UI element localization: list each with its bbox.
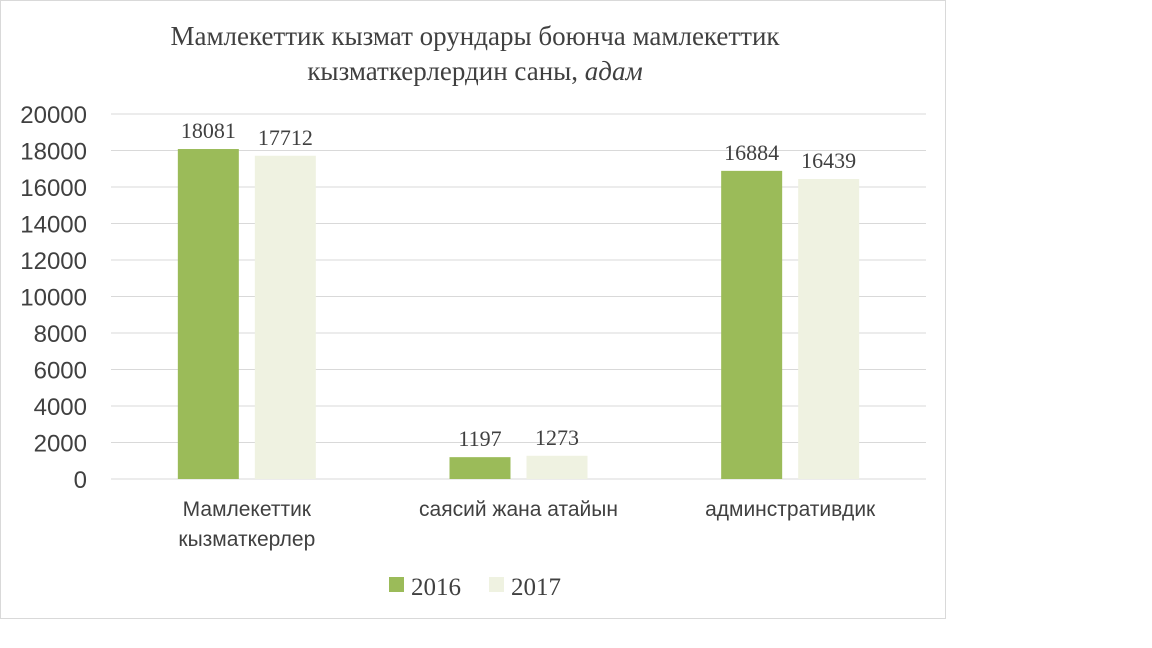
bar-2016 bbox=[721, 170, 783, 479]
x-category-label: Мамлекеттик bbox=[183, 498, 312, 521]
data-label: 16884 bbox=[724, 140, 779, 165]
gridlines bbox=[111, 113, 926, 480]
bar-2017 bbox=[526, 455, 588, 479]
x-category-label: админстративдик bbox=[705, 498, 876, 521]
data-label: 1273 bbox=[535, 425, 579, 450]
y-tick-label: 8000 bbox=[34, 321, 87, 348]
chart-frame: Мамлекеттик кызмат орундары боюнча мамле… bbox=[0, 0, 946, 619]
y-tick-label: 18000 bbox=[20, 139, 87, 166]
x-axis-categories: Мамлекеттик кызматкерлер саясий жана атайы… bbox=[178, 498, 876, 551]
chart-title-line-2: кызматкерлердин саны, адам bbox=[307, 56, 642, 86]
chart-title-unit: адам bbox=[585, 56, 643, 86]
bar-2016 bbox=[177, 149, 239, 480]
legend-swatch-2016 bbox=[389, 577, 404, 592]
legend-label: 2017 bbox=[511, 574, 561, 601]
data-label: 1197 bbox=[458, 426, 501, 451]
data-labels: 18081 1197 16884 17712 1273 16439 bbox=[181, 118, 856, 451]
bar-2017 bbox=[798, 178, 860, 479]
data-label: 16439 bbox=[801, 148, 856, 173]
y-tick-label: 6000 bbox=[34, 358, 87, 385]
x-category-label: саясий жана атайын bbox=[419, 498, 618, 521]
y-tick-label: 0 bbox=[74, 467, 87, 494]
y-axis-ticks: 0 2000 4000 6000 8000 10000 12000 14000 16000 180… bbox=[20, 102, 87, 494]
legend-label: 2016 bbox=[411, 574, 461, 601]
y-tick-label: 2000 bbox=[34, 431, 87, 458]
legend: 2016 2017 bbox=[389, 574, 561, 601]
y-tick-label: 12000 bbox=[20, 248, 87, 275]
y-tick-label: 14000 bbox=[20, 212, 87, 239]
y-tick-label: 10000 bbox=[20, 285, 87, 312]
chart-title-line-1: Мамлекеттик кызмат орундары боюнча мамле… bbox=[170, 21, 780, 51]
legend-swatch-2017 bbox=[489, 577, 504, 592]
y-tick-label: 20000 bbox=[20, 102, 87, 129]
bar-2017 bbox=[254, 155, 316, 480]
bar-2016 bbox=[449, 457, 511, 479]
bars bbox=[177, 149, 860, 480]
data-label: 17712 bbox=[258, 125, 313, 150]
bar-chart: Мамлекеттик кызмат орундары боюнча мамле… bbox=[20, 21, 926, 601]
x-category-label: кызматкерлер bbox=[178, 528, 315, 551]
data-label: 18081 bbox=[181, 118, 236, 143]
y-tick-label: 4000 bbox=[34, 394, 87, 421]
chart-title-main: кызматкерлердин саны, bbox=[307, 56, 584, 86]
y-tick-label: 16000 bbox=[20, 175, 87, 202]
